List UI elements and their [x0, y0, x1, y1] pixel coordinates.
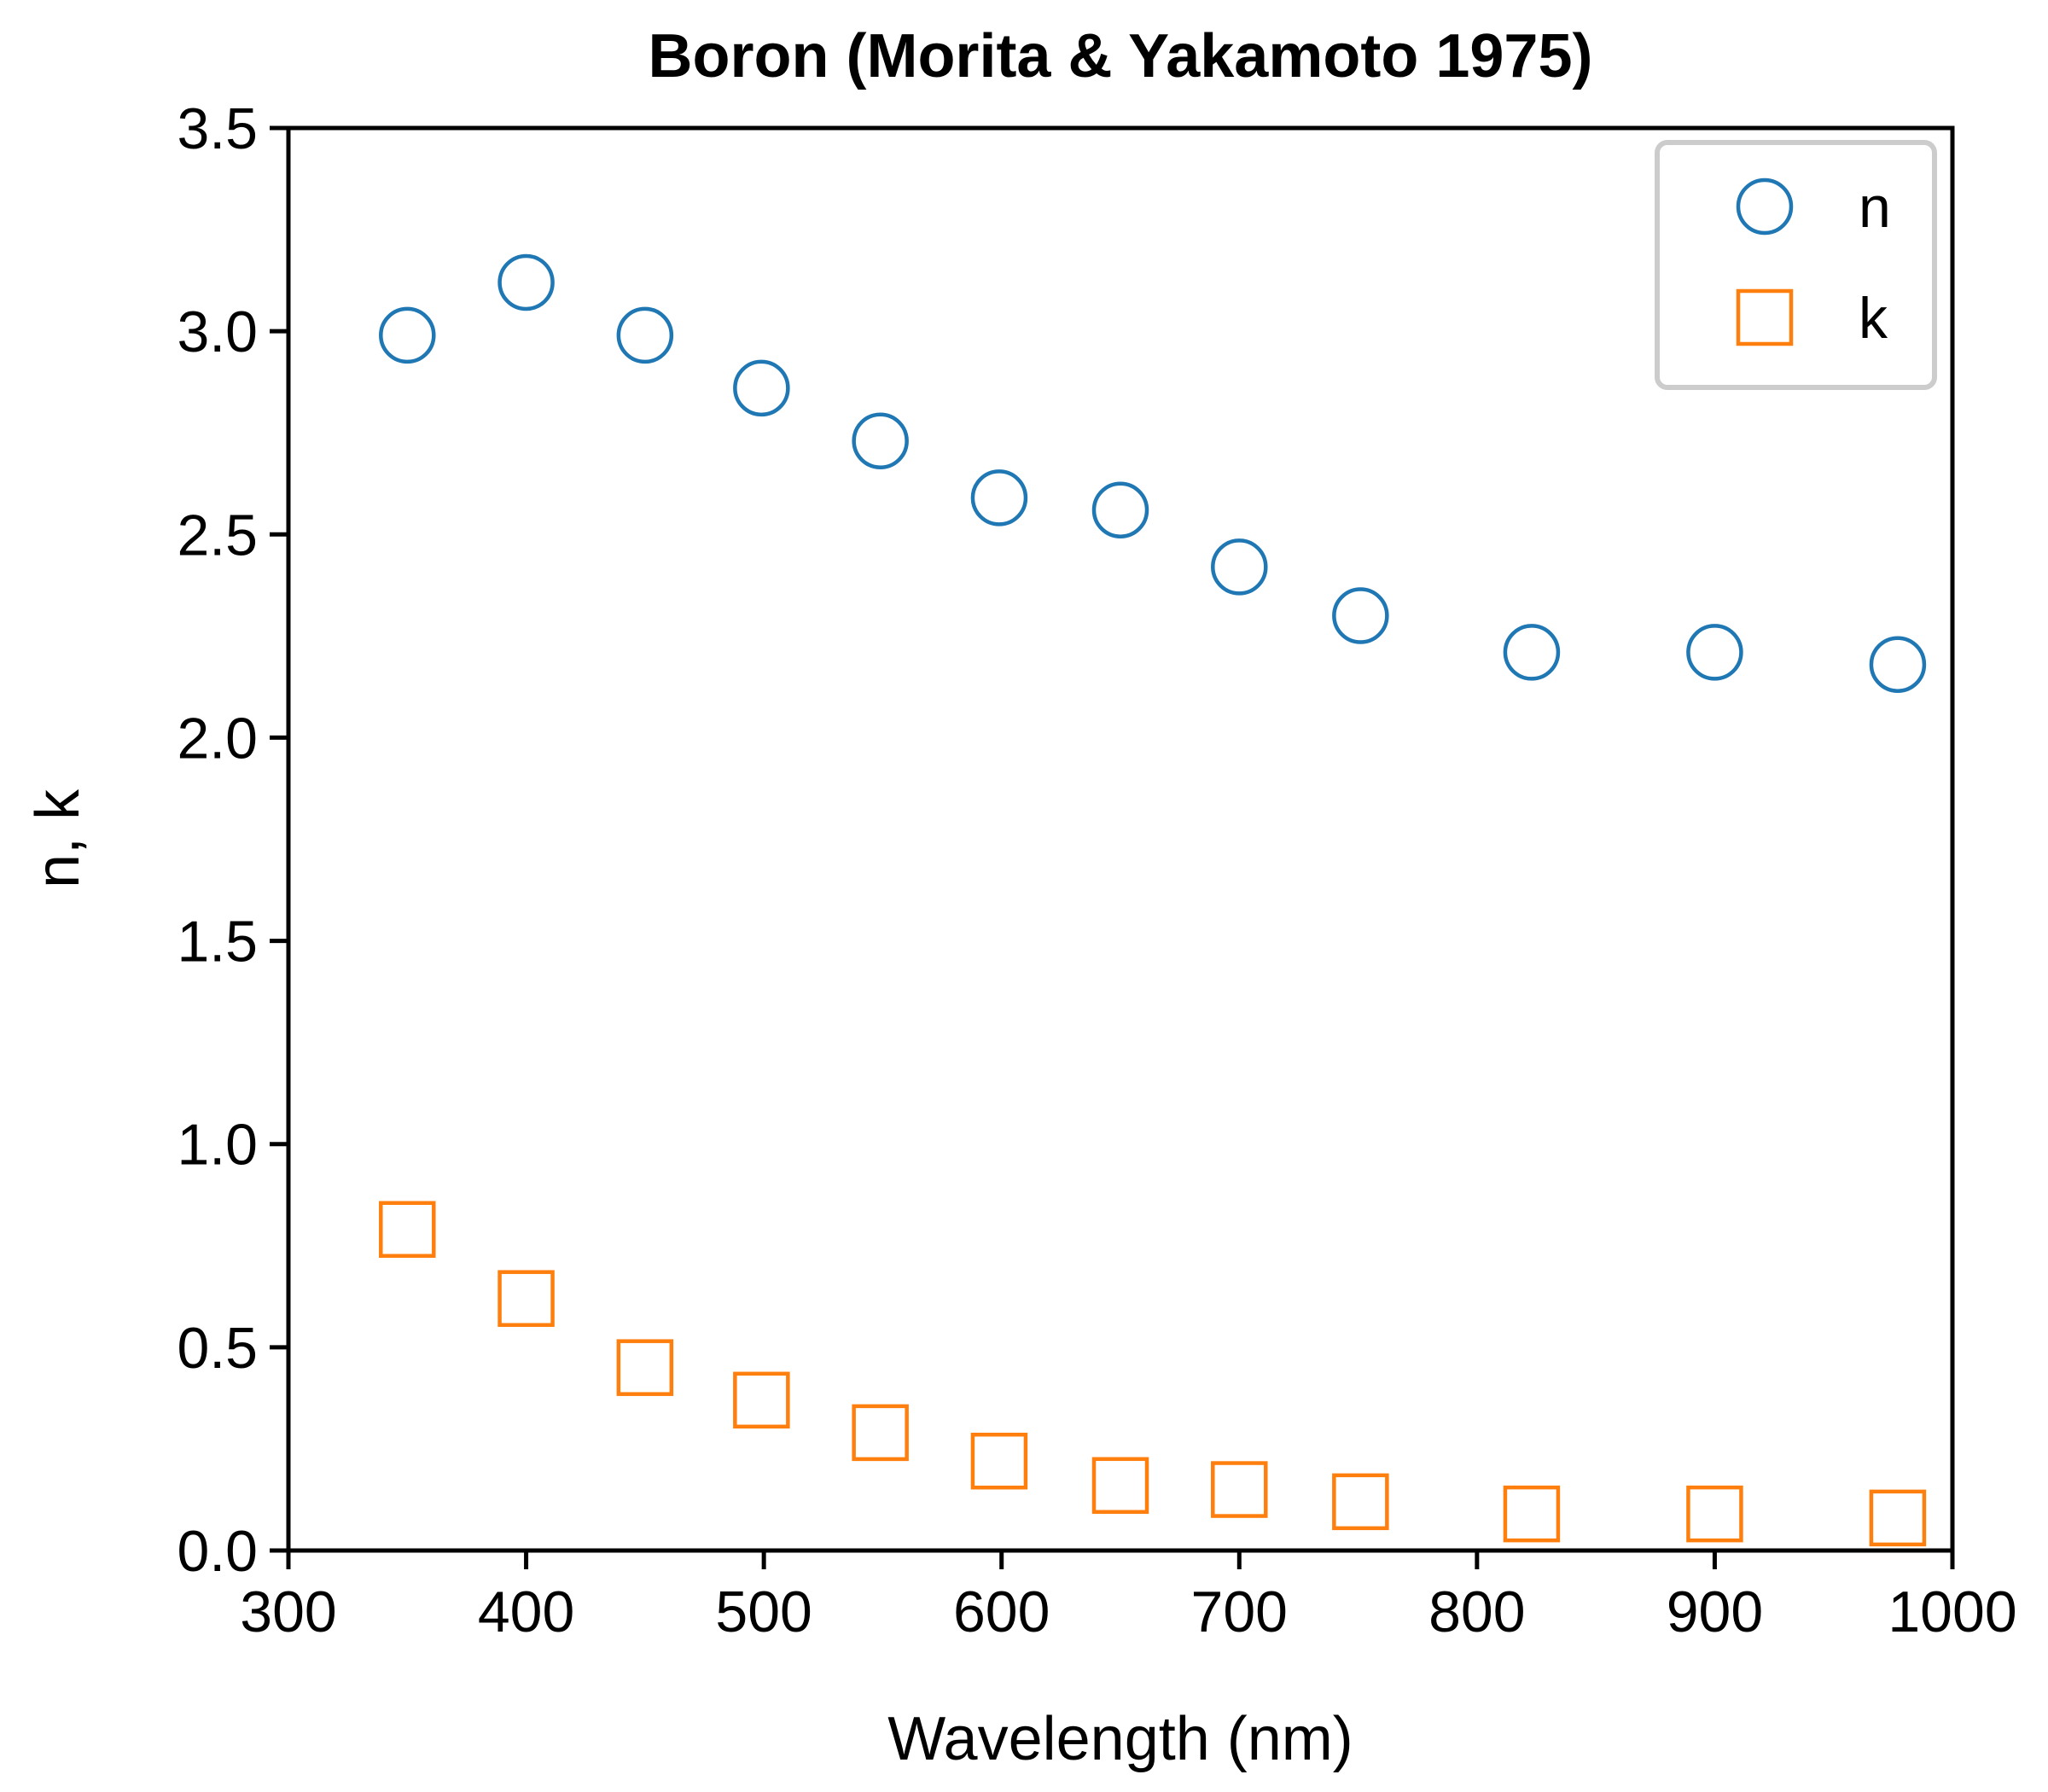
data-point-k — [379, 1201, 436, 1258]
data-point-n — [1211, 538, 1268, 596]
x-tick-label: 900 — [1667, 1580, 1763, 1644]
data-point-k — [1686, 1485, 1743, 1543]
data-point-k — [1211, 1461, 1268, 1518]
data-point-n — [970, 469, 1028, 527]
x-tick-label: 700 — [1191, 1580, 1288, 1644]
legend-frame — [1655, 140, 1937, 390]
data-point-n — [1332, 587, 1389, 644]
data-point-k — [1091, 1457, 1149, 1515]
data-point-k — [852, 1404, 909, 1462]
chart-title: Boron (Morita & Yakamoto 1975) — [649, 22, 1593, 90]
x-tick-label: 400 — [478, 1580, 574, 1644]
data-point-n — [1686, 624, 1743, 681]
data-point-k — [1869, 1489, 1927, 1547]
data-point-n — [1503, 624, 1561, 681]
data-point-k — [1503, 1485, 1561, 1543]
plot-area — [379, 253, 1927, 1547]
data-point-k — [497, 1270, 555, 1327]
legend-marker-k — [1736, 288, 1794, 346]
data-point-k — [1332, 1473, 1389, 1531]
series-k — [379, 1201, 1927, 1547]
y-tick-label: 1.5 — [177, 910, 258, 975]
y-tick-label: 0.0 — [177, 1519, 258, 1584]
x-tick-label: 600 — [953, 1580, 1050, 1644]
x-tick-label: 1000 — [1888, 1580, 2016, 1644]
x-tick-label: 500 — [715, 1580, 812, 1644]
y-tick-label: 3.0 — [177, 300, 258, 364]
data-point-k — [733, 1371, 790, 1429]
data-point-n — [379, 306, 436, 364]
series-n — [379, 253, 1927, 693]
data-point-n — [1869, 636, 1927, 693]
data-point-n — [497, 253, 555, 311]
x-axis-label: Wavelength (nm) — [887, 1705, 1353, 1773]
data-point-k — [616, 1339, 674, 1396]
y-tick-label: 3.5 — [177, 96, 258, 161]
y-axis: 0.0 0.5 1.0 1.5 2.0 2.5 3.0 3.5 — [177, 96, 288, 1584]
legend-label-k: k — [1859, 286, 1888, 351]
x-tick-label: 800 — [1428, 1580, 1525, 1644]
data-point-n — [733, 359, 790, 417]
plot-frame — [286, 125, 1955, 1553]
y-tick-label: 0.5 — [177, 1316, 258, 1381]
y-tick-label: 2.0 — [177, 706, 258, 771]
legend: nk — [1655, 140, 1937, 390]
legend-label-n: n — [1859, 175, 1891, 240]
y-tick-label: 2.5 — [177, 503, 258, 567]
x-tick-label: 300 — [240, 1580, 336, 1644]
x-axis: 300 400 500 600 700 800 900 1000 — [240, 1551, 2017, 1644]
data-point-k — [970, 1432, 1028, 1490]
data-point-n — [852, 412, 909, 469]
legend-marker-n — [1736, 177, 1794, 236]
y-axis-label: n, k — [24, 788, 92, 888]
y-tick-label: 1.0 — [177, 1113, 258, 1178]
data-point-n — [1091, 481, 1149, 538]
data-point-n — [616, 306, 674, 364]
